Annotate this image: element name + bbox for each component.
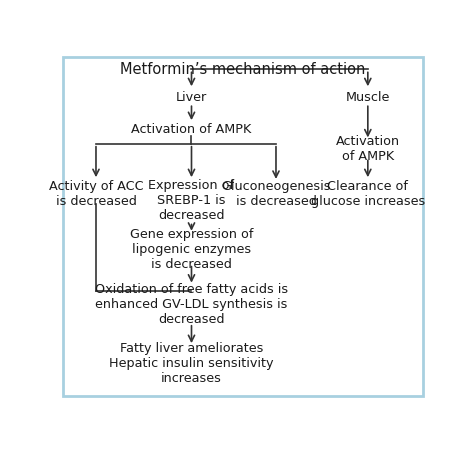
Text: Oxidation of free fatty acids is
enhanced GV-LDL synthesis is
decreased: Oxidation of free fatty acids is enhance… <box>95 283 288 326</box>
Text: Expression of
SREBP-1 is
decreased: Expression of SREBP-1 is decreased <box>148 179 235 222</box>
Text: Gene expression of
lipogenic enzymes
is decreased: Gene expression of lipogenic enzymes is … <box>130 228 253 271</box>
Text: Activation of AMPK: Activation of AMPK <box>131 123 252 136</box>
Text: Muscle: Muscle <box>346 91 390 104</box>
Text: Liver: Liver <box>176 91 207 104</box>
Text: Clearance of
glucose increases: Clearance of glucose increases <box>310 180 425 208</box>
Text: Metformin’s mechanism of action: Metformin’s mechanism of action <box>120 62 365 77</box>
Text: Activity of ACC
is decreased: Activity of ACC is decreased <box>49 180 143 208</box>
Text: Gluconeogenesis
is decreased: Gluconeogenesis is decreased <box>221 180 331 208</box>
Text: Activation
of AMPK: Activation of AMPK <box>336 135 400 163</box>
Text: Fatty liver ameliorates
Hepatic insulin sensitivity
increases: Fatty liver ameliorates Hepatic insulin … <box>109 342 274 385</box>
